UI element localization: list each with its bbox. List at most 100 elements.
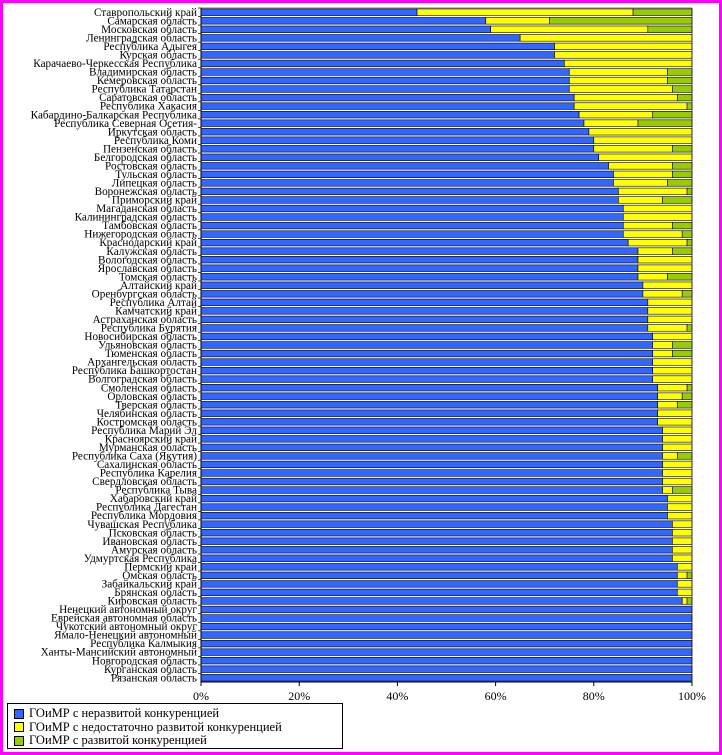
category-label-59: Республика Мордовия [91, 510, 197, 522]
legend-item-undeveloped: ГОиМР с неразвитой конкуренцией [14, 707, 336, 721]
legend-item-developed: ГОиМР с развитой конкуренцией [14, 734, 336, 748]
category-label-11: Республика Хакасия [100, 101, 197, 113]
category-label-17: Белгородская область [94, 152, 197, 164]
bar-segment-s0-53 [200, 460, 663, 469]
category-label-38: Новосибирская область [84, 331, 197, 343]
bar-segment-s1-4 [554, 42, 693, 51]
bar-segment-s1-69 [681, 597, 688, 605]
bar-segment-s0-45 [200, 392, 658, 400]
bar-segment-s2-19 [672, 170, 693, 178]
bars-layer [200, 8, 693, 682]
bar-segment-s1-22 [618, 196, 663, 204]
bar-segment-s1-34 [647, 298, 693, 306]
bar-segment-s1-52 [662, 452, 678, 460]
bar-segment-s1-46 [657, 401, 678, 409]
category-label-33: Оренбургская область [92, 288, 197, 300]
bar-segment-s1-66 [676, 571, 688, 579]
category-label-19: Тульская область [115, 169, 197, 181]
bar-segment-s0-22 [200, 196, 619, 204]
bar-segment-s0-20 [200, 179, 614, 187]
bar-segment-s1-3 [519, 34, 693, 42]
bar-segment-s0-69 [200, 597, 683, 605]
bar-segment-s1-20 [613, 179, 668, 187]
bar-segment-s2-11 [686, 102, 693, 110]
bar-segment-s1-36 [647, 315, 693, 324]
category-label-53: Сахалинская область [97, 459, 197, 471]
category-label-68: Брянская область [114, 587, 197, 599]
bar-segment-s0-5 [200, 51, 555, 59]
bar-segment-s0-42 [200, 366, 654, 375]
bar-segment-s1-47 [657, 409, 693, 417]
bar-segment-s0-14 [200, 128, 590, 136]
bar-segment-s1-13 [583, 119, 639, 127]
bar-segment-s0-66 [200, 571, 678, 579]
bar-segment-s1-23 [622, 204, 693, 213]
category-label-70: Ненецкий автономный округ [59, 604, 197, 616]
category-label-50: Красноярский край [105, 433, 197, 445]
category-label-63: Амурская область [111, 544, 197, 556]
bar-segment-s2-9 [672, 85, 693, 93]
bar-segment-s0-12 [200, 111, 580, 119]
x-tick-label-3: 60% [485, 689, 507, 703]
bar-segment-s0-70 [200, 605, 693, 614]
bar-segment-s2-44 [686, 384, 693, 392]
bar-segment-s1-37 [647, 324, 688, 332]
bar-segment-s0-37 [200, 324, 649, 332]
category-label-2: Московская область [101, 24, 197, 36]
category-label-3: Ленинградская область [86, 32, 197, 44]
bar-segment-s1-19 [613, 170, 673, 178]
bar-segment-s0-16 [200, 145, 595, 153]
bar-segment-s2-27 [686, 238, 693, 247]
category-label-37: Республика Бурятия [101, 323, 197, 335]
bar-segment-s0-51 [200, 443, 663, 451]
bar-segment-s0-11 [200, 102, 575, 110]
bar-segment-s0-55 [200, 477, 663, 486]
category-label-8: Кемеровская область [97, 75, 197, 87]
bar-segment-s2-10 [676, 93, 693, 102]
category-label-6: Карачаево-Черкесская Республика [33, 58, 197, 70]
category-label-78: Рязанская область [111, 672, 197, 684]
category-label-30: Ярославская область [98, 263, 197, 275]
bar-segment-s0-7 [200, 68, 570, 76]
bar-segment-s0-68 [200, 588, 678, 597]
bar-segment-s0-34 [200, 298, 649, 306]
bar-segment-s1-8 [568, 76, 668, 85]
bar-segment-s1-64 [672, 554, 693, 562]
category-label-47: Челябинская область [97, 408, 197, 420]
category-label-42: Республика Башкортостан [72, 365, 197, 377]
bar-segment-s1-62 [672, 537, 693, 545]
category-label-1: Самарская область [107, 15, 197, 27]
bar-segment-s2-26 [681, 230, 693, 238]
bar-segment-s0-15 [200, 136, 595, 144]
category-label-24: Калининградская область [75, 212, 197, 224]
bar-segment-s1-0 [416, 8, 634, 16]
category-label-13: Республика Северная Осетия- [54, 118, 197, 130]
bar-segment-s1-9 [568, 85, 673, 93]
category-label-12: Кабардино-Балкарская Республика [31, 109, 197, 121]
category-label-57: Хабаровский край [110, 493, 197, 505]
bar-segment-s0-6 [200, 59, 565, 68]
bar-segment-s0-21 [200, 187, 619, 196]
bar-segment-s0-35 [200, 307, 649, 315]
bar-segment-s1-65 [676, 563, 693, 571]
bar-segment-s0-56 [200, 486, 663, 494]
legend-label-developed: ГОиМР с развитой конкуренцией [29, 733, 207, 748]
bar-segment-s1-32 [642, 281, 693, 289]
bar-segment-s0-2 [200, 25, 491, 33]
bar-segment-s0-62 [200, 537, 673, 545]
bar-segment-s2-31 [667, 273, 693, 281]
bar-segment-s1-2 [490, 25, 649, 33]
bar-segment-s0-32 [200, 281, 644, 289]
bar-segment-s0-59 [200, 512, 668, 520]
bar-segment-s1-39 [652, 341, 673, 349]
bar-segment-s2-12 [652, 111, 693, 119]
category-label-23: Магаданская область [96, 203, 197, 215]
bar-segment-s1-10 [573, 93, 678, 102]
category-label-71: Еврейская автономная область [51, 613, 197, 625]
bar-segment-s2-40 [672, 349, 693, 358]
bar-segment-s1-50 [662, 435, 693, 443]
bar-segment-s1-35 [647, 307, 693, 315]
bar-segment-s1-29 [637, 256, 693, 264]
